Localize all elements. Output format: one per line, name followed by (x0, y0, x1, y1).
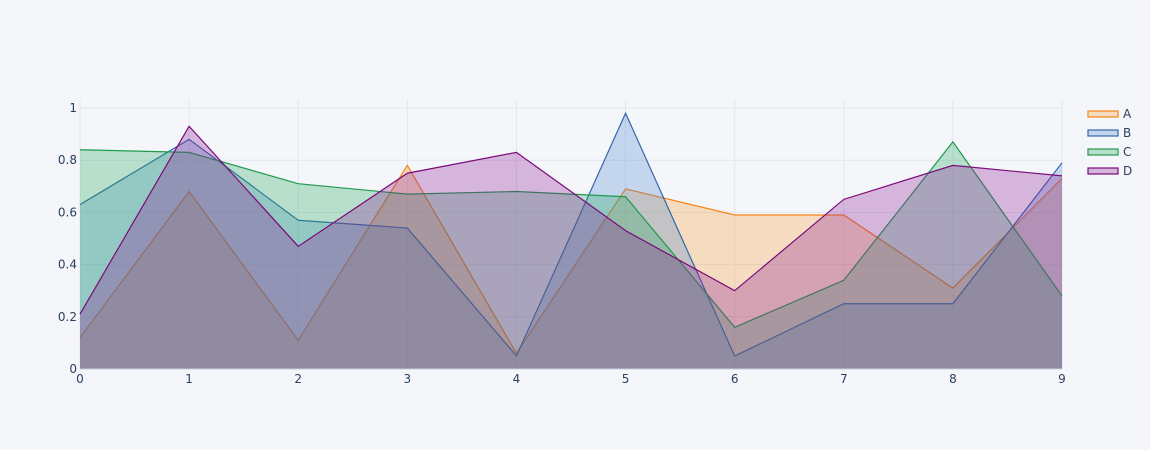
plot-area (79, 111, 1063, 370)
x-tick-label: 0 (76, 372, 84, 386)
y-tick-label: 0.6 (58, 205, 77, 219)
series-line-d (79, 125, 1063, 315)
series-line-a (79, 164, 1063, 355)
legend-label: D (1123, 164, 1132, 178)
x-tick-label: 4 (513, 372, 521, 386)
area-fill-a (80, 165, 1062, 369)
x-tick-label: 8 (949, 372, 957, 386)
legend-label: A (1123, 107, 1132, 121)
legend-label: C (1123, 145, 1131, 159)
series-line-b (79, 111, 1063, 358)
area-fill-d (80, 126, 1062, 370)
y-tick-label: 0.2 (58, 310, 77, 324)
y-tick-label: 0.8 (58, 153, 77, 167)
y-tick-label: 0.4 (58, 258, 77, 272)
x-tick-label: 9 (1058, 372, 1066, 386)
legend-swatch (1087, 110, 1119, 118)
legend-swatch (1087, 129, 1119, 137)
legend-item-b[interactable]: B (1087, 126, 1131, 140)
x-tick-label: 3 (404, 372, 412, 386)
legend-swatch (1087, 167, 1119, 175)
y-tick-label: 0 (69, 362, 77, 376)
x-tick-label: 2 (294, 372, 302, 386)
area-fill-c (80, 141, 1062, 369)
x-tick-label: 1 (185, 372, 193, 386)
x-tick-label: 5 (622, 372, 630, 386)
area-fill-b (80, 113, 1062, 369)
x-tick-label: 6 (731, 372, 739, 386)
legend-item-a[interactable]: A (1087, 107, 1132, 121)
series-line-c (79, 140, 1063, 328)
legend-item-d[interactable]: D (1087, 164, 1132, 178)
legend-item-c[interactable]: C (1087, 145, 1131, 159)
x-tick-label: 7 (840, 372, 848, 386)
y-tick-label: 1 (69, 101, 77, 115)
axes: 0 1 2 3 4 5 6 7 8 9 0 0.2 0.4 0.6 0.8 1 (58, 101, 1066, 386)
legend-label: B (1123, 126, 1131, 140)
legend-swatch (1087, 148, 1119, 156)
